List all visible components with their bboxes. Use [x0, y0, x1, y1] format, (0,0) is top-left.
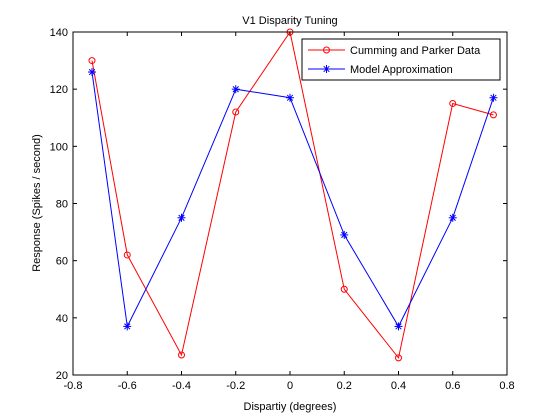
y-tick-label: 80	[56, 199, 68, 211]
legend-marker-model	[322, 65, 331, 73]
x-tick-label: 0.6	[445, 380, 460, 392]
data-point-model	[489, 93, 498, 102]
axis-ticks: -0.8 -0.6 -0.4 -0.2 0 0.2 0.4 0.6 0.8 20 40 60 80 100…	[50, 27, 515, 392]
data-point-data	[232, 108, 240, 116]
data-point-data	[340, 285, 348, 293]
data-point-model	[394, 322, 403, 331]
y-tick-label: 20	[56, 370, 68, 382]
data-point-data	[88, 57, 96, 65]
data-point-model	[177, 213, 186, 222]
legend: Cumming and Parker Data Model Approximat…	[301, 38, 501, 81]
data-point-data	[395, 354, 402, 362]
legend-marker-data	[323, 46, 330, 54]
data-point-data	[123, 251, 131, 259]
x-tick-label: 0.8	[499, 380, 514, 392]
y-tick-label: 60	[56, 256, 68, 268]
data-point-model	[286, 93, 294, 102]
x-tick-label: 0.2	[337, 380, 352, 392]
x-tick-label: 0	[287, 380, 293, 392]
series-model	[87, 68, 498, 331]
data-point-data	[489, 111, 497, 119]
data-point-model	[87, 68, 96, 77]
data-point-model	[448, 213, 457, 222]
data-point-model	[123, 322, 132, 331]
x-tick-label: -0.8	[64, 380, 83, 392]
y-tick-label: 40	[56, 313, 68, 325]
x-tick-label: -0.6	[118, 380, 137, 392]
legend-box	[301, 38, 501, 81]
y-tick-label: 100	[50, 141, 68, 153]
plot-area-frame	[72, 31, 508, 376]
data-point-data	[178, 351, 185, 359]
y-tick-label: 140	[50, 27, 68, 39]
legend-label-model: Model Approximation	[350, 64, 453, 76]
y-tick-label: 120	[50, 84, 68, 96]
data-point-data	[449, 99, 457, 107]
data-point-model	[340, 230, 349, 239]
x-tick-label: 0.4	[391, 380, 406, 392]
data-point-model	[231, 85, 240, 94]
plot-area	[73, 32, 507, 375]
legend-label-data: Cumming and Parker Data	[350, 45, 481, 57]
chart-title: V1 Disparity Tuning	[242, 15, 337, 27]
x-tick-label: -0.2	[226, 380, 245, 392]
x-axis-title: Dispartiy (degrees)	[244, 401, 337, 413]
y-axis-title: Response (Spikes / second)	[31, 134, 43, 272]
x-tick-label: -0.4	[172, 380, 191, 392]
